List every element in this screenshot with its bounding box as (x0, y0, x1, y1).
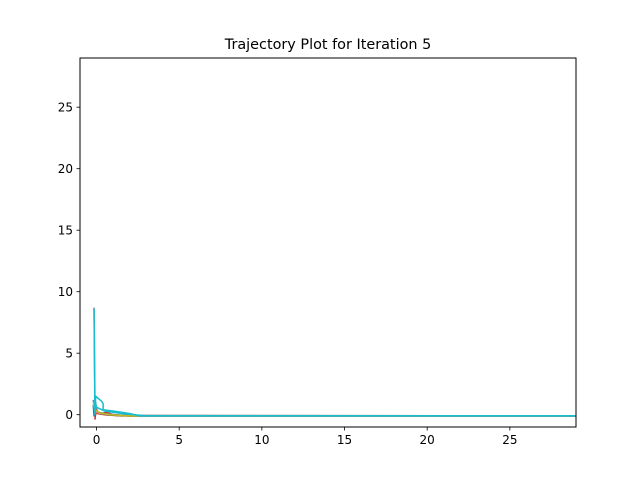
tick-layer: 0 5 10 15 20 25 0 5 10 15 20 25 (58, 101, 518, 447)
y-tick-label-4: 20 (58, 162, 73, 176)
y-tick-label-3: 15 (58, 224, 73, 238)
x-tick-label-4: 20 (420, 433, 435, 447)
x-tick-label-3: 15 (337, 433, 352, 447)
x-tick-label-0: 0 (93, 433, 101, 447)
y-tick-label-2: 10 (58, 285, 73, 299)
y-tick-label-5: 25 (58, 101, 73, 115)
chart-title: Trajectory Plot for Iteration 5 (224, 37, 431, 53)
y-tick-label-1: 5 (65, 347, 73, 361)
y-tick-label-0: 0 (65, 408, 73, 422)
plot-area-background (80, 58, 576, 427)
x-tick-label-2: 10 (254, 433, 269, 447)
series-line-11 (94, 398, 576, 417)
series-layer (92, 307, 576, 420)
plot-frame (79, 57, 577, 428)
x-tick-label-1: 5 (175, 433, 183, 447)
x-tick-label-5: 25 (502, 433, 517, 447)
